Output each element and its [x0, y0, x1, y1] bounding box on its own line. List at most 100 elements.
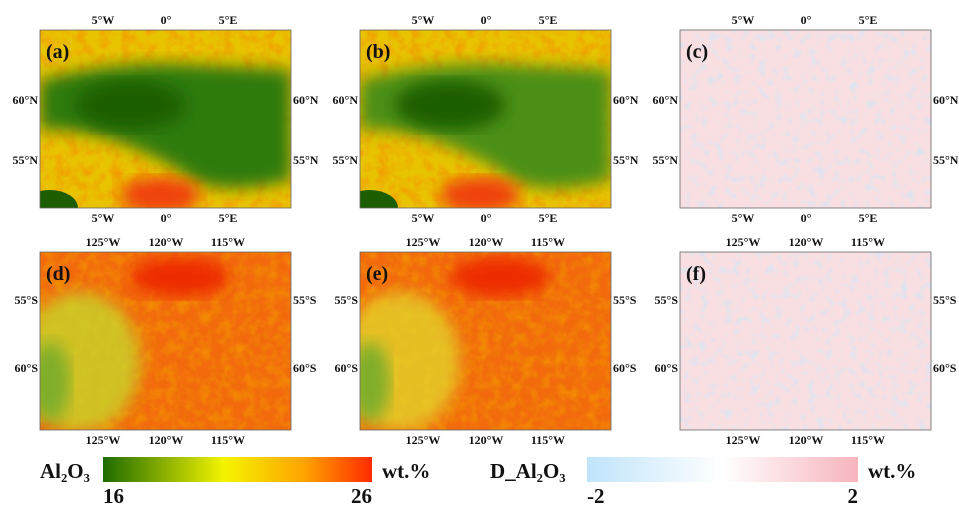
colorbar-label: D_Al₂O₃ — [490, 459, 566, 483]
map-frame — [39, 251, 292, 431]
right-tick-label: 55°S — [613, 293, 637, 307]
map-image — [360, 30, 611, 208]
map-image — [680, 252, 931, 430]
left-tick-label: 55°N — [333, 153, 359, 167]
panel-label: (e) — [366, 263, 388, 285]
dark-region — [75, 80, 185, 130]
yellow-region — [360, 292, 460, 430]
top-tick-label: 5°E — [859, 13, 878, 27]
map-panel: (e) 125°W 120°W 115°W 125°W 120°W 115°W 55°S 60°… — [335, 235, 637, 447]
bottom-tick-label: 5°E — [859, 211, 878, 225]
green-region — [40, 342, 70, 422]
bottom-tick-label: 0° — [481, 211, 492, 225]
top-tick-label: 125°W — [726, 235, 761, 249]
left-tick-label: 55°N — [653, 153, 679, 167]
right-tick-label: 60°N — [933, 93, 959, 107]
left-tick-label: 60°S — [335, 361, 359, 375]
right-tick-label: 60°S — [933, 361, 957, 375]
bottom-tick-label: 115°W — [211, 433, 245, 447]
bottom-tick-label: 120°W — [789, 433, 824, 447]
colorbar — [103, 457, 372, 482]
right-tick-label: 55°S — [933, 293, 957, 307]
top-tick-label: 5°E — [219, 13, 238, 27]
top-tick-label: 0° — [161, 13, 172, 27]
bottom-tick-label: 5°E — [219, 211, 238, 225]
top-tick-label: 120°W — [789, 235, 824, 249]
map-panel: (b) 5°W 0° 5°E 5°W 0° 5°E 60°N 55°N 60°N 55°N — [333, 13, 639, 225]
dark-region — [395, 80, 505, 130]
bottom-tick-label: 5°W — [412, 211, 435, 225]
top-tick-label: 5°W — [412, 13, 435, 27]
right-tick-label: 55°N — [293, 153, 319, 167]
bottom-tick-label: 0° — [801, 211, 812, 225]
colorbar-label: Al₂O₃ — [40, 459, 90, 483]
top-tick-label: 5°E — [539, 13, 558, 27]
panel-label: (d) — [46, 263, 70, 285]
map-frame — [679, 29, 932, 209]
top-tick-label: 125°W — [406, 235, 441, 249]
top-tick-label: 120°W — [469, 235, 504, 249]
colorbar-unit: wt.% — [868, 459, 916, 483]
colorbar-max: 2 — [848, 484, 859, 507]
bottom-tick-label: 5°E — [539, 211, 558, 225]
panel-label: (c) — [686, 41, 708, 63]
left-tick-label: 60°N — [13, 93, 39, 107]
yellow-region — [40, 292, 140, 430]
bottom-tick-label: 125°W — [406, 433, 441, 447]
top-tick-label: 115°W — [851, 235, 885, 249]
right-tick-label: 60°N — [293, 93, 319, 107]
red-region — [120, 177, 200, 208]
red-region — [130, 257, 230, 297]
bottom-tick-label: 120°W — [469, 433, 504, 447]
left-tick-label: 55°S — [655, 293, 679, 307]
top-tick-label: 5°W — [92, 13, 115, 27]
colorbar-min: -2 — [587, 484, 605, 507]
map-image — [40, 30, 291, 208]
right-tick-label: 60°S — [293, 361, 317, 375]
right-tick-label: 60°N — [613, 93, 639, 107]
right-tick-label: 60°S — [613, 361, 637, 375]
right-tick-label: 55°N — [933, 153, 959, 167]
top-tick-label: 5°W — [732, 13, 755, 27]
bottom-tick-label: 5°W — [92, 211, 115, 225]
top-tick-label: 115°W — [211, 235, 245, 249]
bottom-tick-label: 120°W — [149, 433, 184, 447]
map-panel: (a) 5°W 0° 5°E 5°W 0° 5°E 60°N 55°N 60°N 55°N — [13, 13, 319, 225]
map-image — [360, 252, 611, 430]
top-tick-label: 0° — [801, 13, 812, 27]
panel-label: (a) — [46, 41, 69, 63]
right-tick-label: 55°N — [613, 153, 639, 167]
left-tick-label: 55°S — [335, 293, 359, 307]
left-tick-label: 55°N — [13, 153, 39, 167]
bottom-tick-label: 125°W — [86, 433, 121, 447]
colorbar-min: 16 — [103, 484, 124, 507]
map-image — [680, 30, 931, 208]
panel-label: (b) — [366, 41, 390, 63]
left-tick-label: 55°S — [15, 293, 39, 307]
map-frame — [359, 29, 612, 209]
bottom-tick-label: 5°W — [732, 211, 755, 225]
bottom-tick-label: 115°W — [851, 433, 885, 447]
panel-label: (f) — [686, 263, 706, 285]
red-region — [440, 177, 520, 208]
map-frame — [39, 29, 292, 209]
green-region — [360, 342, 390, 422]
map-image — [40, 252, 291, 430]
red-region — [450, 257, 550, 297]
right-tick-label: 55°S — [293, 293, 317, 307]
left-tick-label: 60°N — [653, 93, 679, 107]
map-panel: (d) 125°W 120°W 115°W 125°W 120°W 115°W 55°S 60°… — [15, 235, 317, 447]
bottom-tick-label: 115°W — [531, 433, 565, 447]
left-tick-label: 60°S — [15, 361, 39, 375]
top-tick-label: 0° — [481, 13, 492, 27]
corner-region — [360, 190, 398, 208]
top-tick-label: 125°W — [86, 235, 121, 249]
map-panel: (f) 125°W 120°W 115°W 125°W 120°W 115°W 55°S 60°… — [655, 235, 957, 447]
corner-region — [40, 190, 78, 208]
colorbar-unit: wt.% — [382, 459, 430, 483]
map-frame — [359, 251, 612, 431]
left-tick-label: 60°S — [655, 361, 679, 375]
colorbar — [587, 457, 858, 482]
map-texture — [680, 30, 931, 208]
